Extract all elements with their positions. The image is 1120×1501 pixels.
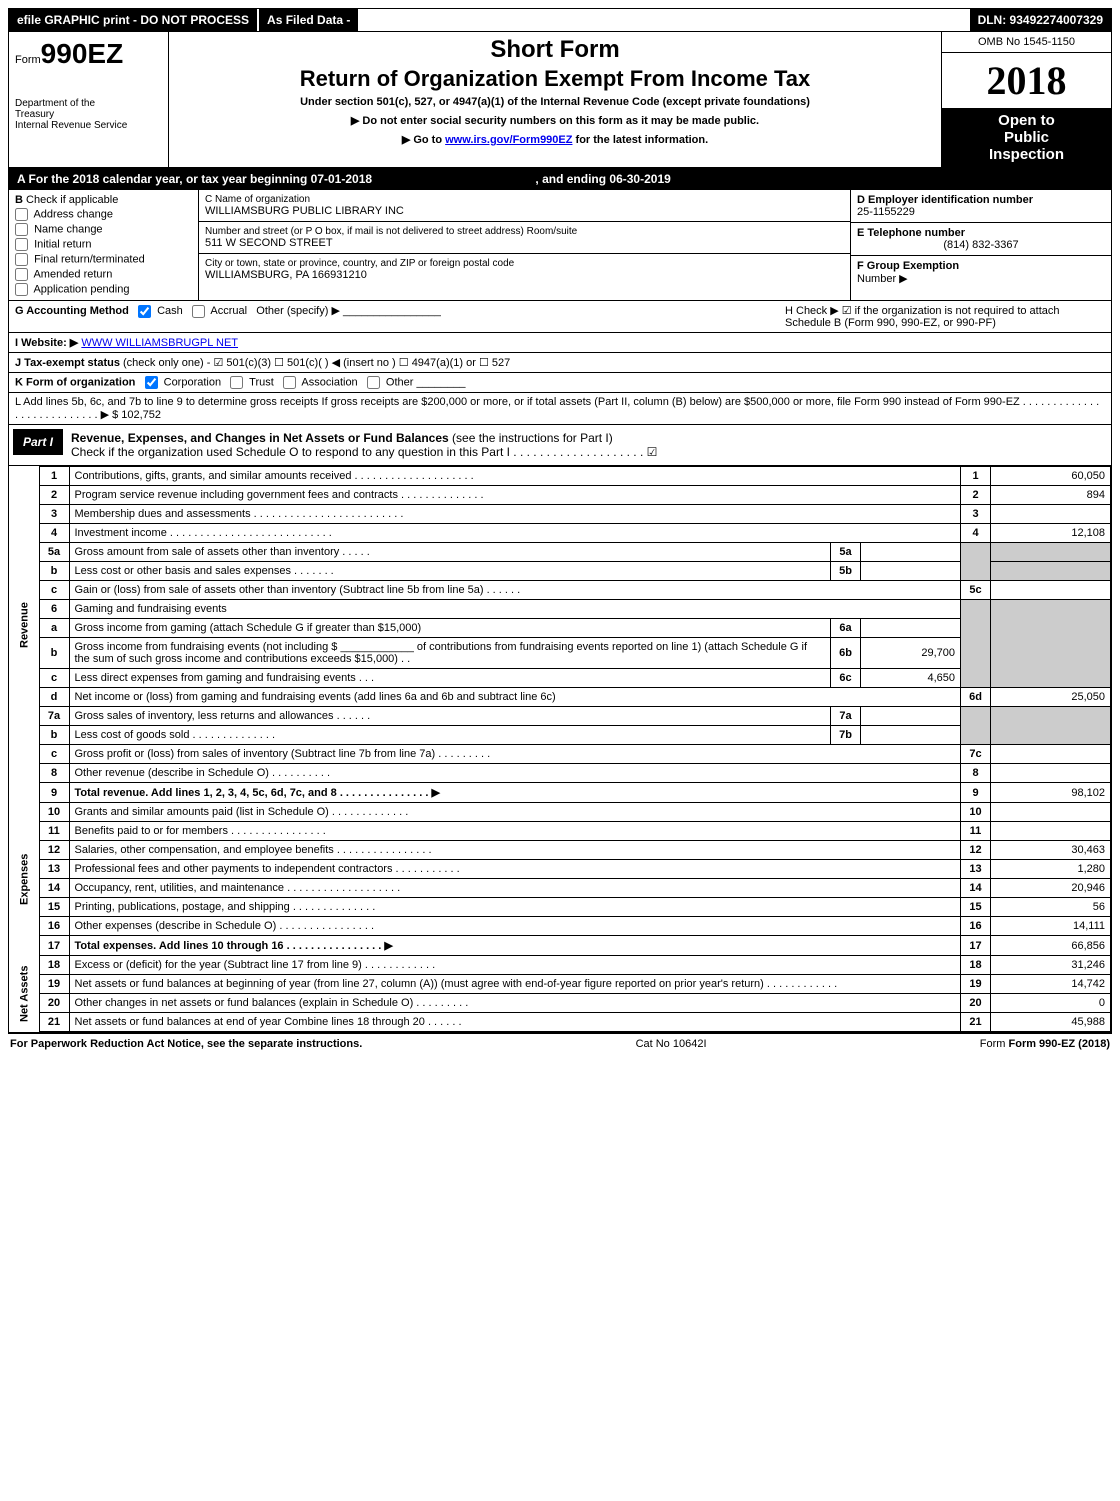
part1-tab: Part I (13, 429, 63, 455)
asfiled-label: As Filed Data - (257, 9, 358, 31)
org-column: C Name of organization WILLIAMSBURG PUBL… (199, 190, 851, 300)
irs-link[interactable]: www.irs.gov/Form990EZ (445, 134, 572, 146)
line-l: L Add lines 5b, 6c, and 7b to line 9 to … (9, 393, 1111, 425)
amt-3 (991, 505, 1111, 524)
amt-6c: 4,650 (861, 669, 961, 688)
line-k: K Form of organization Corporation Trust… (9, 373, 1111, 393)
tax-year: 2018 (942, 53, 1111, 108)
warning-ssn: ▶ Do not enter social security numbers o… (179, 114, 931, 127)
goto-link-line: ▶ Go to www.irs.gov/Form990EZ for the la… (179, 133, 931, 146)
check-final[interactable]: Final return/terminated (15, 253, 192, 266)
h-text: H Check ▶ ☑ if the organization is not r… (785, 304, 1105, 329)
amt-13: 1,280 (991, 860, 1111, 879)
form-header: Form990EZ Department of the Treasury Int… (9, 32, 1111, 168)
amt-18: 31,246 (991, 956, 1111, 975)
amt-14: 20,946 (991, 879, 1111, 898)
amt-4: 12,108 (991, 524, 1111, 543)
check-corp[interactable] (145, 376, 158, 389)
amt-16: 14,111 (991, 917, 1111, 936)
side-expenses: Expenses (9, 803, 39, 956)
info-block: B Check if applicable Address change Nam… (9, 190, 1111, 301)
check-pending[interactable]: Application pending (15, 283, 192, 296)
footer-mid: Cat No 10642I (636, 1038, 707, 1050)
amt-9: 98,102 (991, 783, 1111, 803)
short-form-title: Short Form (179, 36, 931, 64)
omb-number: OMB No 1545-1150 (942, 32, 1111, 53)
line-g-h: G Accounting Method Cash Accrual Other (… (9, 301, 1111, 333)
top-bar: efile GRAPHIC print - DO NOT PROCESS As … (8, 8, 1112, 32)
footer-right: Form Form 990-EZ (2018) (980, 1038, 1110, 1050)
page-footer: For Paperwork Reduction Act Notice, see … (8, 1033, 1112, 1054)
open-public: Open to Public Inspection (942, 108, 1111, 167)
dept-treasury: Department of the Treasury Internal Reve… (15, 98, 162, 131)
phone: (814) 832-3367 (857, 239, 1105, 251)
check-column: B Check if applicable Address change Nam… (9, 190, 199, 300)
check-address[interactable]: Address change (15, 208, 192, 221)
efile-label: efile GRAPHIC print - DO NOT PROCESS (9, 9, 257, 31)
amt-2: 894 (991, 486, 1111, 505)
check-trust[interactable] (230, 376, 243, 389)
side-netassets: Net Assets (9, 956, 39, 1032)
ein: 25-1155229 (857, 206, 1105, 218)
lines-table: Revenue 1 Contributions, gifts, grants, … (9, 466, 1111, 1032)
e-label: E Telephone number (857, 227, 1105, 239)
amt-1: 60,050 (991, 467, 1111, 486)
amt-6d: 25,050 (991, 688, 1111, 707)
f-label: F Group Exemption (857, 260, 959, 272)
dln-label: DLN: 93492274007329 (970, 9, 1111, 31)
part1-title: Revenue, Expenses, and Changes in Net As… (67, 425, 1111, 465)
d-label: D Employer identification number (857, 194, 1105, 206)
org-name: WILLIAMSBURG PUBLIC LIBRARY INC (205, 205, 844, 217)
right-column: D Employer identification number 25-1155… (851, 190, 1111, 300)
check-accrual[interactable] (192, 305, 205, 318)
amt-17: 66,856 (991, 936, 1111, 956)
street-label: Number and street (or P O box, if mail i… (205, 226, 844, 237)
line-i: I Website: ▶ WWW WILLIAMSBRUGPL NET (9, 333, 1111, 353)
org-street: 511 W SECOND STREET (205, 237, 844, 249)
amt-15: 56 (991, 898, 1111, 917)
f-number: Number ▶ (857, 273, 908, 285)
check-name[interactable]: Name change (15, 223, 192, 236)
amt-20: 0 (991, 994, 1111, 1013)
city-label: City or town, state or province, country… (205, 258, 844, 269)
check-amended[interactable]: Amended return (15, 268, 192, 281)
side-revenue: Revenue (9, 467, 39, 783)
amt-19: 14,742 (991, 975, 1111, 994)
form-number: Form990EZ (15, 38, 162, 70)
subtitle: Under section 501(c), 527, or 4947(a)(1)… (179, 96, 931, 108)
main-title: Return of Organization Exempt From Incom… (179, 66, 931, 92)
amt-21: 45,988 (991, 1013, 1111, 1032)
check-assoc[interactable] (283, 376, 296, 389)
c-label: C Name of organization (205, 194, 844, 205)
amt-12: 30,463 (991, 841, 1111, 860)
line-j: J Tax-exempt status (check only one) - ☑… (9, 353, 1111, 373)
website-link[interactable]: WWW WILLIAMSBRUGPL NET (81, 337, 238, 349)
check-other[interactable] (367, 376, 380, 389)
check-initial[interactable]: Initial return (15, 238, 192, 251)
period-line: A For the 2018 calendar year, or tax yea… (9, 168, 1111, 190)
org-city: WILLIAMSBURG, PA 166931210 (205, 269, 844, 281)
footer-left: For Paperwork Reduction Act Notice, see … (10, 1038, 362, 1050)
part1-header: Part I Revenue, Expenses, and Changes in… (9, 425, 1111, 466)
amt-6b: 29,700 (861, 638, 961, 669)
check-cash[interactable] (138, 305, 151, 318)
